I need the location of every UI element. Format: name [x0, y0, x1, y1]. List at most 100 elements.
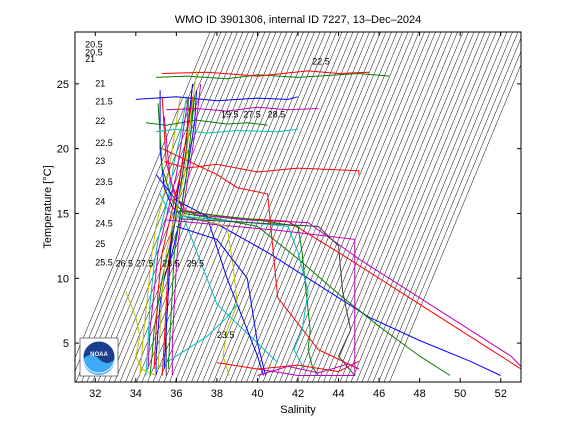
isopycnal-label: 21.5	[95, 97, 113, 107]
x-tick-label: 44	[332, 388, 344, 400]
isopycnal-label: 20.5	[85, 40, 103, 50]
isopycnal-line	[301, 32, 447, 382]
isopycnal-line	[246, 32, 392, 382]
chart-title: WMO ID 3901306, internal ID 7227, 13–Dec…	[175, 14, 421, 26]
profile-line	[164, 161, 360, 175]
profile-line	[125, 291, 157, 376]
isopycnal-label: 24	[95, 196, 105, 206]
isopycnal-line	[389, 63, 521, 382]
profile-line	[166, 219, 356, 376]
y-tick-label: 10	[57, 273, 69, 285]
noaa-logo: NOAA	[79, 337, 119, 377]
isopycnal-line	[174, 32, 321, 382]
profile-line	[257, 363, 360, 376]
x-tick-label: 42	[292, 388, 304, 400]
isopycnal-line	[356, 32, 502, 382]
x-tick-label: 38	[211, 388, 223, 400]
isopycnal-lines	[75, 32, 521, 382]
y-axis: 5 10 15 20 25	[57, 79, 521, 350]
isopycnal-labels: 20.520.5212121.52222.52323.52424.52525.5…	[85, 40, 330, 340]
y-tick-label: 25	[57, 79, 69, 91]
x-tick-label: 40	[251, 388, 263, 400]
isopycnal-label: 27.5	[136, 259, 154, 269]
isopycnal-line	[152, 32, 299, 382]
profile-line	[162, 70, 370, 77]
isopycnal-line	[163, 32, 310, 382]
profile-line	[139, 96, 181, 376]
isopycnal-line	[257, 32, 403, 382]
isopycnal-line	[81, 32, 227, 382]
isopycnal-line	[75, 32, 211, 359]
isopycnal-label: 20.5	[85, 47, 103, 57]
profile-line	[178, 218, 356, 376]
isopycnal-line	[372, 32, 519, 382]
isopycnal-label: 28.5	[162, 259, 180, 269]
isopycnal-line	[169, 32, 315, 382]
profile-line	[180, 215, 309, 370]
isopycnal-line	[361, 32, 508, 382]
isopycnal-line	[339, 32, 486, 382]
profile-line	[147, 96, 189, 370]
isopycnal-line	[295, 32, 442, 382]
x-axis-label: Salinity	[280, 404, 316, 416]
isopycnal-label: 25.5	[95, 257, 113, 267]
isopycnal-label: 23.5	[217, 330, 235, 340]
isopycnal-line	[306, 32, 453, 382]
isopycnal-line	[185, 32, 332, 382]
profile-line	[157, 70, 198, 370]
isopycnal-line	[218, 32, 365, 382]
isopycnal-line	[328, 32, 475, 382]
isopycnal-label: 21	[85, 54, 95, 64]
profile-line	[167, 96, 196, 370]
isopycnal-label: 24.5	[95, 218, 113, 228]
profile-line	[156, 128, 299, 134]
isopycnal-label: 25	[95, 239, 105, 249]
isopycnal-label: 29.5	[187, 259, 205, 269]
isopycnal-line	[224, 32, 370, 382]
profile-line	[156, 72, 390, 80]
isopycnal-label: 19.5	[221, 110, 239, 120]
x-tick-label: 32	[89, 388, 101, 400]
x-tick-label: 36	[170, 388, 182, 400]
isopycnal-line	[114, 32, 260, 382]
isopycnal-label: 22	[95, 116, 105, 126]
x-tick-label: 48	[414, 388, 426, 400]
isopycnal-line	[147, 32, 293, 382]
isopycnal-label: 23.5	[95, 177, 113, 187]
isopycnal-line	[367, 32, 513, 382]
y-tick-label: 20	[57, 144, 69, 156]
x-axis: 32 34 36 38 40 42 44 46 48 50 52	[89, 32, 507, 400]
isopycnal-line	[103, 32, 249, 382]
profile-line	[161, 148, 360, 370]
noaa-logo-text: NOAA	[90, 352, 108, 358]
profile-line	[176, 225, 267, 376]
isopycnal-line	[235, 32, 381, 382]
profile-line	[171, 83, 202, 376]
isopycnal-line	[334, 32, 480, 382]
isopycnal-label: 22.5	[312, 56, 330, 66]
isopycnal-line	[180, 32, 326, 382]
profile-line	[216, 360, 360, 373]
y-axis-label: Temperature [°C]	[42, 165, 54, 248]
isopycnal-label: 23	[95, 156, 105, 166]
isopycnal-line	[378, 37, 521, 382]
isopycnal-line	[383, 50, 521, 382]
x-tick-label: 50	[454, 388, 466, 400]
isopycnal-line	[75, 32, 216, 372]
isopycnal-line	[268, 32, 414, 382]
profile-line	[159, 90, 501, 376]
x-tick-label: 52	[495, 388, 507, 400]
profile-line	[155, 90, 198, 376]
isopycnal-line	[92, 32, 238, 382]
isopycnal-line	[251, 32, 398, 382]
profile-line	[145, 119, 268, 126]
profile-line	[157, 103, 451, 376]
isopycnal-line	[312, 32, 458, 382]
y-tick-label: 5	[63, 338, 69, 350]
isopycnal-line	[262, 32, 409, 382]
profile-line	[145, 96, 187, 376]
profile-line	[135, 96, 299, 102]
isopycnal-label: 28.5	[268, 110, 286, 120]
